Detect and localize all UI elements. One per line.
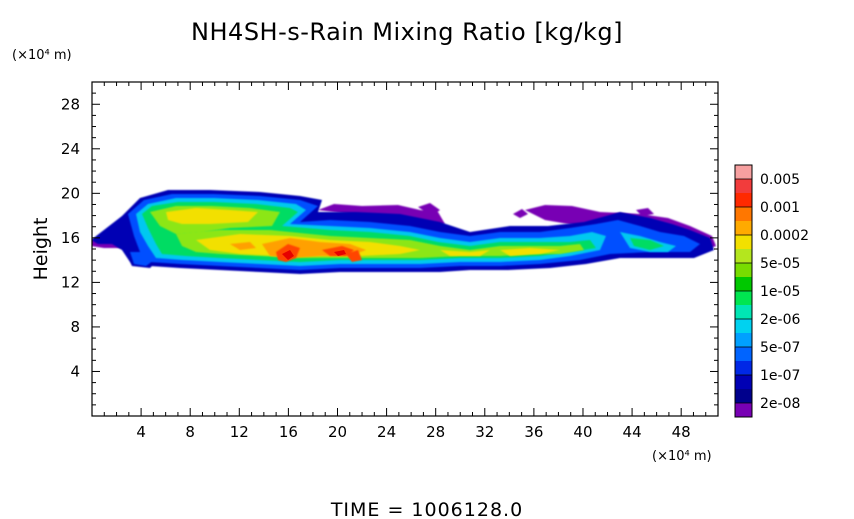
colorbar-segment <box>735 389 752 404</box>
contour-level-0.005 <box>282 250 346 260</box>
colorbar-label: 2e-08 <box>760 396 800 412</box>
colorbar-segment <box>735 403 752 418</box>
x-tick-label: 44 <box>623 423 642 441</box>
colorbar-label: 0.001 <box>760 200 800 216</box>
colorbar-segment <box>735 235 752 250</box>
y-axis: 4 8 12 16 20 24 28 <box>61 81 718 417</box>
x-tick-label: 36 <box>524 423 543 441</box>
y-tick-label: 4 <box>70 362 80 380</box>
colorbar-label: 0.005 <box>760 172 800 188</box>
x-tick-label: 24 <box>377 423 396 441</box>
colorbar: 0.005 0.001 0.0002 5e-05 1e-05 2e-06 5e-07 1e-0… <box>734 164 809 418</box>
y-tick-label: 20 <box>61 184 80 202</box>
colorbar-label: 0.0002 <box>760 228 809 244</box>
colorbar-segment <box>735 165 752 180</box>
x-tick-label: 8 <box>185 423 195 441</box>
x-tick-label: 20 <box>328 423 347 441</box>
x-tick-label: 32 <box>475 423 494 441</box>
colorbar-segment <box>735 277 752 292</box>
x-tick-label: 16 <box>279 423 298 441</box>
x-tick-label: 12 <box>230 423 249 441</box>
colorbar-label: 5e-07 <box>760 340 800 356</box>
colorbar-segment <box>735 179 752 194</box>
colorbar-label: 1e-07 <box>760 368 800 384</box>
colorbar-segment <box>735 263 752 278</box>
time-footer: TIME = 1006128.0 <box>330 499 523 519</box>
mixing-ratio-field <box>92 190 716 274</box>
colorbar-segment <box>735 375 752 390</box>
y-tick-label: 16 <box>61 229 80 247</box>
y-tick-label: 24 <box>61 140 80 158</box>
x-tick-label: 48 <box>672 423 691 441</box>
x-tick-label: 40 <box>573 423 592 441</box>
x-axis: 4 8 12 16 20 24 28 32 36 40 44 48 <box>91 82 719 441</box>
colorbar-segment <box>735 305 752 320</box>
colorbar-segment <box>735 291 752 306</box>
chart-title: NH4SH-s-Rain Mixing Ratio [kg/kg] <box>191 18 623 46</box>
colorbar-segment <box>735 221 752 236</box>
colorbar-segment <box>735 361 752 376</box>
colorbar-segment <box>735 193 752 208</box>
x-tick-label: 28 <box>426 423 445 441</box>
y-tick-label: 28 <box>61 95 80 113</box>
y-tick-label: 12 <box>61 273 80 291</box>
y-unit-label: (×10⁴ m) <box>12 48 72 63</box>
x-unit-label: (×10⁴ m) <box>652 449 712 464</box>
colorbar-label: 2e-06 <box>760 312 800 328</box>
colorbar-segment <box>735 207 752 222</box>
colorbar-label: 1e-05 <box>760 284 800 300</box>
colorbar-segment <box>735 333 752 348</box>
colorbar-segment <box>735 319 752 334</box>
y-tick-label: 8 <box>70 318 80 336</box>
colorbar-segment <box>735 347 752 362</box>
x-tick-label: 4 <box>136 423 146 441</box>
y-axis-label: Height <box>30 218 52 281</box>
colorbar-label: 5e-05 <box>760 256 800 272</box>
colorbar-segment <box>735 249 752 264</box>
